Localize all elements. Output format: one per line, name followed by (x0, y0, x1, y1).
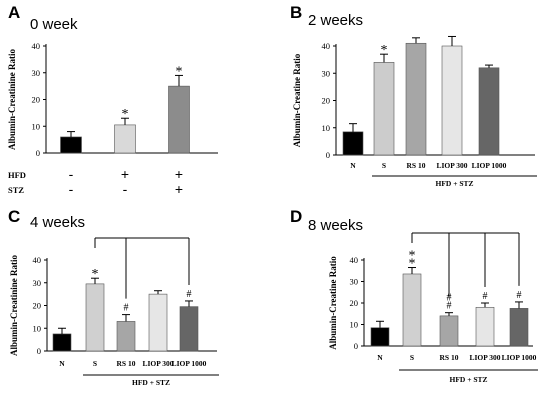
treatment-mark: - (69, 181, 74, 197)
treatment-mark: + (121, 166, 129, 182)
panel-letter: B (290, 3, 302, 22)
bar (405, 42, 427, 156)
y-tick-label: 20 (33, 301, 42, 311)
y-tick-label: 0 (36, 148, 40, 158)
panel-a: A 0 week 0 10 20 30 40 Albumin-Creatinine Ratio… (7, 3, 218, 197)
treatment-mark: + (175, 181, 183, 197)
significance-marker: * (122, 107, 129, 122)
category-label: N (59, 359, 65, 368)
y-tick-label: 40 (322, 41, 331, 51)
category-label: LIOP 300 (436, 161, 467, 170)
y-tick-label: 0 (37, 346, 41, 356)
bar (509, 308, 529, 347)
panel-letter: A (8, 3, 20, 22)
y-tick-label: 10 (33, 323, 42, 333)
significance-marker: * (409, 257, 416, 272)
bar (179, 306, 199, 352)
category-label: LIOP 1000 (472, 161, 507, 170)
category-label: LIOP 1000 (502, 353, 537, 362)
y-axis-label: Albumin-Creatinine Ratio (9, 254, 19, 356)
significance-marker: * (409, 249, 416, 264)
significance-marker: * (176, 64, 183, 79)
panel-letter: C (8, 207, 20, 226)
panel-title: 0 week (30, 16, 78, 33)
category-label: S (410, 353, 414, 362)
bar (475, 306, 495, 347)
bar (52, 333, 72, 352)
y-tick-label: 20 (32, 95, 41, 105)
treatment-mark: - (69, 166, 74, 182)
bar (439, 315, 459, 347)
bar (148, 293, 168, 352)
y-tick-label: 20 (322, 96, 331, 106)
panel-c: C 4 weeks 0 10 20 30 40 Albumin-Creatinine Rati… (8, 207, 219, 387)
significance-marker: * (92, 267, 99, 282)
treatment-row-label: HFD (8, 170, 26, 180)
category-label: RS 10 (407, 161, 426, 170)
significance-marker: # (483, 291, 488, 302)
bar (60, 136, 82, 154)
bar (168, 85, 190, 154)
category-label: S (93, 359, 97, 368)
y-tick-label: 10 (322, 123, 331, 133)
panel-d: D 8 weeks 0 10 20 30 40 Albumin-Creatine Ratio N… (290, 207, 538, 384)
y-tick-label: 40 (32, 41, 41, 51)
y-tick-label: 0 (354, 341, 358, 351)
bar (370, 327, 390, 347)
significance-marker: * (381, 43, 388, 58)
significance-marker: # (447, 293, 452, 304)
bar (402, 273, 422, 347)
y-tick-label: 40 (33, 255, 42, 265)
panel-letter: D (290, 207, 302, 226)
y-tick-label: 0 (326, 150, 330, 160)
y-tick-label: 20 (350, 298, 359, 308)
bar (373, 62, 395, 156)
significance-marker: # (517, 290, 522, 301)
category-label: N (377, 353, 383, 362)
treatment-mark: + (175, 166, 183, 182)
panel-title: 8 weeks (308, 217, 363, 234)
y-axis-label: Albumin-Creatine Ratio (292, 53, 302, 147)
panel-b: B 2 weeks 0 10 20 30 40 Albumin-Creatine Ratio N… (290, 3, 537, 188)
y-tick-label: 30 (33, 278, 42, 288)
bar (478, 67, 500, 156)
treatment-mark: - (123, 181, 128, 197)
bar (116, 321, 136, 352)
panel-title: 2 weeks (308, 12, 363, 29)
category-label: N (350, 161, 356, 170)
y-tick-label: 10 (350, 320, 359, 330)
significance-marker: # (447, 301, 452, 312)
y-tick-label: 30 (32, 68, 41, 78)
y-tick-label: 30 (350, 277, 359, 287)
bar (342, 131, 364, 156)
bar (85, 283, 105, 352)
y-tick-label: 10 (32, 121, 41, 131)
group-label: HFD + STZ (435, 179, 473, 188)
bar (114, 124, 136, 154)
category-label: LIOP 300 (469, 353, 500, 362)
category-label: RS 10 (440, 353, 459, 362)
category-label: LIOP 300 (142, 359, 173, 368)
y-axis-label: Albumin-Creatine Ratio (328, 256, 338, 350)
group-label: HFD + STZ (132, 378, 170, 387)
panel-title: 4 weeks (30, 214, 85, 231)
y-tick-label: 40 (350, 255, 359, 265)
y-axis-label: Albumin-Creatinine Ratio (7, 48, 17, 150)
significance-marker: # (124, 303, 129, 314)
y-tick-label: 30 (322, 68, 331, 78)
group-label: HFD + STZ (449, 375, 487, 384)
treatment-row-label: STZ (8, 185, 24, 195)
category-label: RS 10 (117, 359, 136, 368)
bar (441, 45, 463, 156)
significance-marker: # (187, 289, 192, 300)
category-label: S (382, 161, 386, 170)
category-label: LIOP 1000 (172, 359, 207, 368)
